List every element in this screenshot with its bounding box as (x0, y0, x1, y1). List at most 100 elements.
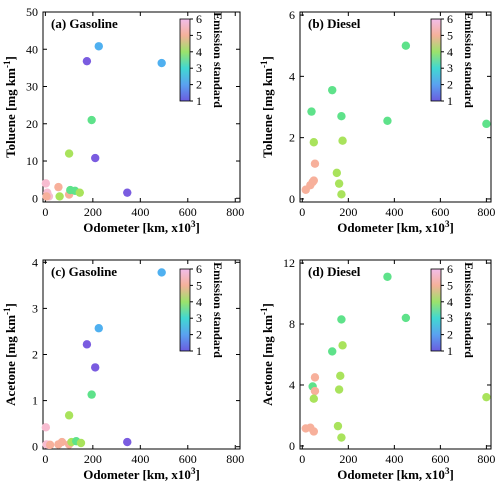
data-point (123, 437, 132, 447)
x-tick-label: 600 (431, 452, 449, 466)
y-axis-label: Acetone [mg km-1] (259, 303, 275, 406)
data-point (332, 168, 342, 178)
x-tick-label: 200 (84, 205, 102, 219)
data-point (57, 437, 67, 447)
panel-c: 0 200 400 600 800 0 1 2 3 4 (c) Gasoline Odometer [… (2, 255, 244, 482)
y-tick-label: 6 (289, 8, 295, 22)
x-tick-label: 800 (226, 452, 244, 466)
colorbar-label: Emission standard (211, 12, 225, 108)
data-point (55, 192, 64, 201)
y-tick-label: 0 (32, 191, 38, 205)
colorbar-tick-label: 2 (447, 78, 453, 92)
data-point (64, 149, 74, 158)
y-tick-label: 3 (32, 301, 38, 315)
x-tick-label: 200 (84, 452, 102, 466)
y-tick-label: 40 (26, 42, 38, 56)
panel-b: 0 200 400 600 800 0 2 4 6 (b) Diesel Odometer [km,… (259, 8, 495, 235)
colorbar-tick-label: 1 (196, 94, 202, 108)
colorbar-tick-label: 5 (447, 28, 453, 42)
x-tick-label: 400 (131, 452, 149, 466)
colorbar-tick-label: 3 (196, 311, 202, 325)
data-point (94, 42, 103, 51)
x-tick-label: 0 (42, 205, 48, 219)
y-tick-label: 4 (32, 255, 38, 269)
plot-frame (42, 11, 241, 203)
colorbar-tick-label: 2 (447, 328, 453, 342)
plot-frame (299, 11, 492, 203)
y-tick-label: 2 (289, 131, 295, 145)
data-point (334, 179, 344, 188)
y-tick-label: 4 (289, 378, 295, 392)
data-point (91, 363, 100, 372)
x-tick-label: 400 (385, 452, 403, 466)
y-tick-label: 50 (26, 5, 38, 19)
colorbar-tick-label: 4 (447, 45, 453, 59)
x-axis-label: Odometer [km, x103] (83, 219, 200, 235)
plot-frame (42, 259, 241, 450)
data-point (337, 315, 346, 324)
plot-frame (299, 259, 492, 450)
panel-title: (d) Diesel (308, 264, 361, 279)
data-point (54, 182, 63, 192)
data-point (337, 111, 346, 121)
y-tick-label: 4 (289, 69, 295, 83)
data-point (310, 159, 320, 168)
data-point (45, 440, 55, 450)
colorbar-tick-label: 6 (447, 262, 453, 276)
panel-a: 0 200 400 600 800 0 10 20 30 40 50 (a) Gasoline Odom… (2, 5, 244, 235)
data-point (76, 438, 86, 448)
data-point (482, 392, 491, 402)
data-point (328, 347, 337, 356)
colorbar-tick-label: 2 (196, 78, 202, 92)
colorbar-tick-label: 6 (196, 12, 202, 26)
data-point (41, 423, 51, 432)
colorbar (179, 268, 191, 352)
data-point (338, 341, 347, 350)
data-point (82, 56, 92, 66)
colorbar-tick-label: 4 (196, 295, 202, 309)
y-tick-label: 30 (26, 80, 38, 94)
x-axis-label: Odometer [km, x103] (83, 466, 200, 482)
colorbar-label: Emission standard (211, 262, 225, 358)
y-tick-label: 0 (32, 440, 38, 454)
colorbar (430, 268, 442, 352)
colorbar-tick-label: 1 (447, 94, 453, 108)
x-tick-label: 600 (431, 205, 449, 219)
x-axis-label: Odometer [km, x103] (337, 466, 454, 482)
x-tick-label: 0 (42, 452, 48, 466)
colorbar-tick-label: 3 (196, 61, 202, 75)
colorbar-tick-label: 3 (447, 311, 453, 325)
colorbar-label: Emission standard (462, 12, 476, 108)
data-point (157, 58, 166, 68)
data-point (309, 394, 319, 403)
data-point (482, 119, 491, 129)
x-tick-label: 800 (477, 205, 495, 219)
x-tick-label: 0 (299, 452, 305, 466)
colorbar-tick-label: 6 (447, 12, 453, 26)
panel-title: (b) Diesel (308, 16, 361, 31)
x-axis-label: Odometer [km, x103] (337, 219, 454, 235)
colorbar-tick-label: 2 (196, 328, 202, 342)
y-tick-label: 10 (26, 154, 38, 168)
colorbar-tick-label: 1 (196, 344, 202, 358)
data-point (337, 433, 346, 442)
x-tick-label: 400 (385, 205, 403, 219)
colorbar-tick-label: 5 (196, 278, 202, 292)
colorbar-tick-label: 3 (447, 61, 453, 75)
colorbar-tick-label: 4 (196, 45, 202, 59)
data-point (337, 190, 346, 199)
colorbar-tick-label: 1 (447, 344, 453, 358)
y-tick-label: 12 (283, 256, 295, 270)
x-tick-label: 200 (339, 452, 357, 466)
data-point (309, 427, 319, 436)
data-point (338, 136, 347, 145)
data-point (64, 411, 74, 420)
data-point (383, 116, 392, 125)
panel-title: (a) Gasoline (51, 16, 118, 31)
data-point (401, 313, 411, 323)
panel-title: (c) Gasoline (51, 264, 117, 279)
data-point (401, 41, 411, 50)
data-point (82, 340, 92, 349)
data-point (307, 107, 316, 116)
